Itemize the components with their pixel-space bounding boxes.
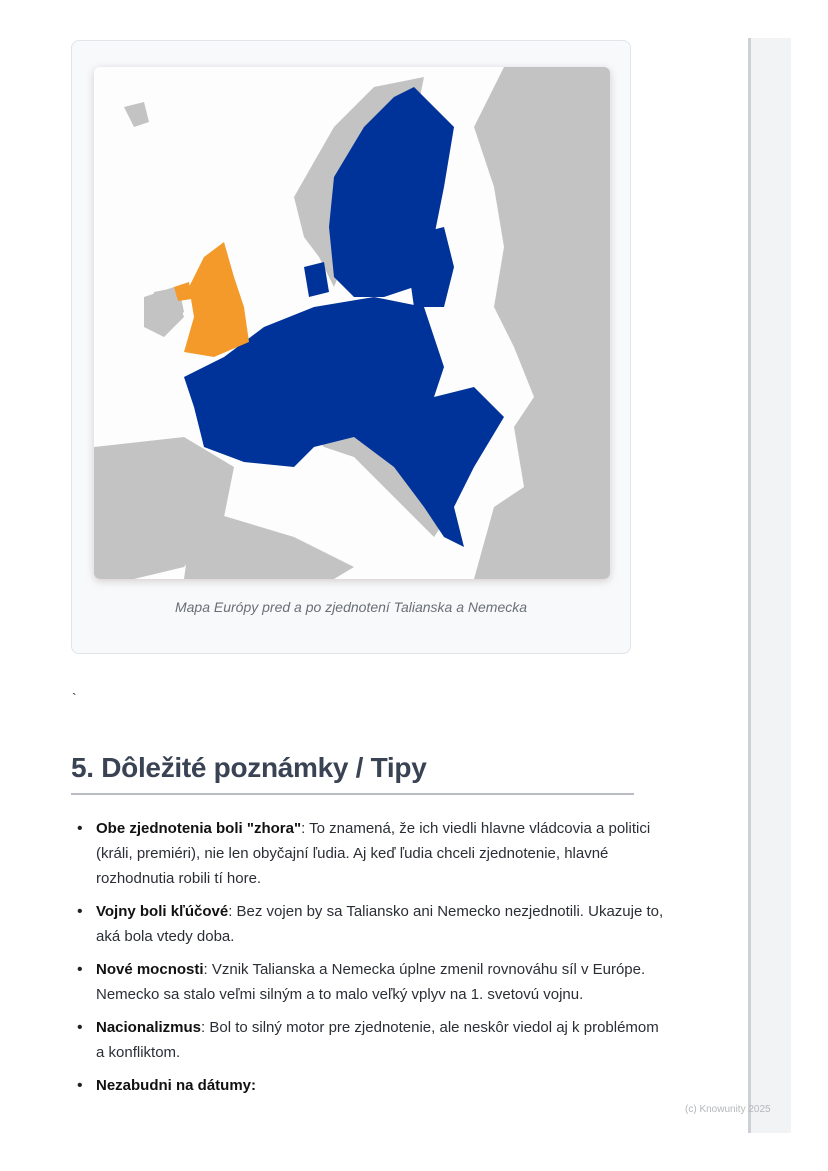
list-item: Vojny boli kľúčové: Bez vojen by sa Tali… <box>77 899 666 949</box>
list-item: Nové mocnosti: Vznik Talianska a Nemecka… <box>77 957 666 1007</box>
item-text: : To znamená, že ich viedli hlavne vládc… <box>96 820 651 887</box>
item-text: : Vznik Talianska a Nemecka úplne zmenil… <box>96 961 646 1003</box>
figure-card: Mapa Európy pred a po zjednotení Talians… <box>71 40 631 654</box>
tips-list: Obe zjednotenia boli "zhora": To znamená… <box>72 816 666 1106</box>
list-item: Nezabudni na dátumy: <box>77 1073 666 1098</box>
item-text: : Bol to silný motor pre zjednotenie, al… <box>96 1019 659 1061</box>
item-term: Nové mocnosti <box>96 961 204 978</box>
stray-character: ` <box>72 690 77 706</box>
item-term: Obe zjednotenia boli "zhora" <box>96 820 302 837</box>
section-heading: 5. Dôležité poznámky / Tipy <box>71 752 634 795</box>
list-item: Nacionalizmus: Bol to silný motor pre zj… <box>77 1015 666 1065</box>
copyright: (c) Knowunity 2025 <box>685 1104 771 1115</box>
item-term: Vojny boli kľúčové <box>96 903 229 920</box>
figure-caption: Mapa Európy pred a po zjednotení Talians… <box>174 599 528 615</box>
side-panel <box>748 38 791 1133</box>
item-term: Nezabudni na dátumy: <box>96 1077 257 1094</box>
europe-map-image <box>94 67 610 579</box>
item-term: Nacionalizmus <box>96 1019 202 1036</box>
item-text: : Bez vojen by sa Taliansko ani Nemecko … <box>96 903 664 945</box>
list-item: Obe zjednotenia boli "zhora": To znamená… <box>77 816 666 891</box>
